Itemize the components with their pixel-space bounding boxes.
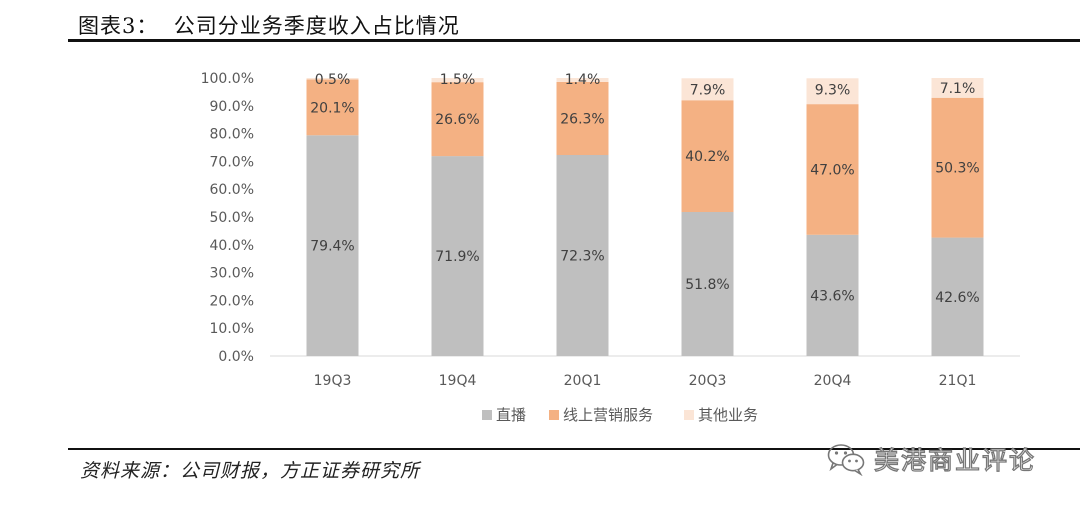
bar-segment bbox=[931, 237, 984, 356]
bar-segment bbox=[806, 234, 859, 356]
bar-segment bbox=[306, 79, 359, 136]
y-tick-label: 40.0% bbox=[210, 238, 254, 254]
bar-segment bbox=[306, 135, 359, 356]
y-tick-label: 0.0% bbox=[218, 349, 254, 365]
x-tick-label: 20Q1 bbox=[564, 373, 602, 389]
data-label: 40.2% bbox=[685, 149, 729, 165]
y-axis: 0.0% 10.0% 20.0% 30.0% 40.0% 50.0% 60.0% 70.0% 8… bbox=[201, 71, 254, 365]
bar-segment bbox=[431, 78, 484, 83]
wechat-icon bbox=[827, 444, 865, 476]
y-tick-label: 60.0% bbox=[210, 182, 254, 198]
data-label: 1.4% bbox=[565, 72, 601, 88]
bar-segment bbox=[681, 78, 734, 101]
data-label: 51.8% bbox=[685, 277, 729, 293]
y-tick-label: 10.0% bbox=[210, 321, 254, 337]
bar-segment bbox=[556, 155, 609, 356]
data-label: 7.9% bbox=[690, 82, 726, 98]
legend: 直播 线上营销服务 其他业务 bbox=[482, 406, 758, 424]
y-tick-label: 30.0% bbox=[210, 266, 254, 282]
data-label: 50.3% bbox=[935, 161, 979, 177]
figure-title: 图表3： 公司分业务季度收入占比情况 bbox=[78, 14, 460, 38]
x-tick-label: 19Q4 bbox=[439, 373, 477, 389]
top-rule bbox=[68, 39, 1080, 42]
bar-segment bbox=[806, 104, 859, 235]
bottom-rule bbox=[68, 448, 1080, 450]
y-tick-label: 70.0% bbox=[210, 154, 254, 170]
x-axis: 19Q3 19Q4 20Q1 20Q3 20Q4 21Q1 bbox=[314, 373, 977, 389]
watermark: 美港商业评论 bbox=[826, 441, 1036, 477]
legend-entry: 线上营销服务 bbox=[563, 406, 653, 424]
data-label: 79.4% bbox=[310, 239, 354, 255]
stacked-bar-chart: 0.0% 10.0% 20.0% 30.0% 40.0% 50.0% 60.0% 70.0% 8… bbox=[201, 71, 1020, 424]
legend-swatch bbox=[482, 410, 492, 420]
bar-segment bbox=[806, 78, 859, 105]
legend-swatch bbox=[684, 410, 694, 420]
y-tick-label: 90.0% bbox=[210, 99, 254, 115]
data-label: 0.5% bbox=[315, 72, 351, 88]
data-label: 26.3% bbox=[560, 111, 604, 127]
bar-segment bbox=[681, 211, 734, 356]
bars: 79.4% 20.1% 0.5% 71.9% 26.6% 1.5% 72.3% 26.3% 1.… bbox=[306, 72, 984, 356]
data-label: 72.3% bbox=[560, 249, 604, 265]
data-label: 71.9% bbox=[435, 249, 479, 265]
x-tick-label: 20Q3 bbox=[689, 373, 727, 389]
data-label: 42.6% bbox=[935, 290, 979, 306]
legend-entry: 直播 bbox=[496, 406, 526, 424]
bar-segment bbox=[556, 81, 609, 156]
x-tick-label: 19Q3 bbox=[314, 373, 352, 389]
bar-segment bbox=[431, 156, 484, 356]
data-label: 47.0% bbox=[810, 162, 854, 178]
data-label: 7.1% bbox=[940, 81, 976, 97]
bar-segment bbox=[931, 78, 984, 98]
bar-segment bbox=[931, 97, 984, 238]
y-tick-label: 20.0% bbox=[210, 293, 254, 309]
x-tick-label: 21Q1 bbox=[939, 373, 977, 389]
data-label: 43.6% bbox=[810, 288, 854, 304]
x-tick-label: 20Q4 bbox=[814, 373, 852, 389]
bar-segment bbox=[431, 82, 484, 157]
data-label: 1.5% bbox=[440, 72, 476, 88]
source-note: 资料来源：公司财报，方正证券研究所 bbox=[80, 460, 421, 482]
data-label: 26.6% bbox=[435, 112, 479, 128]
data-label: 20.1% bbox=[310, 100, 354, 116]
y-tick-label: 100.0% bbox=[201, 71, 254, 87]
y-tick-label: 80.0% bbox=[210, 127, 254, 143]
legend-entry: 其他业务 bbox=[698, 406, 758, 424]
legend-swatch bbox=[549, 410, 559, 420]
bar-segment bbox=[556, 78, 609, 82]
data-label: 9.3% bbox=[815, 82, 851, 98]
bar-segment bbox=[681, 100, 734, 212]
watermark-text: 美港商业评论 bbox=[873, 445, 1037, 475]
y-tick-label: 50.0% bbox=[210, 210, 254, 226]
bar-segment bbox=[306, 78, 359, 80]
